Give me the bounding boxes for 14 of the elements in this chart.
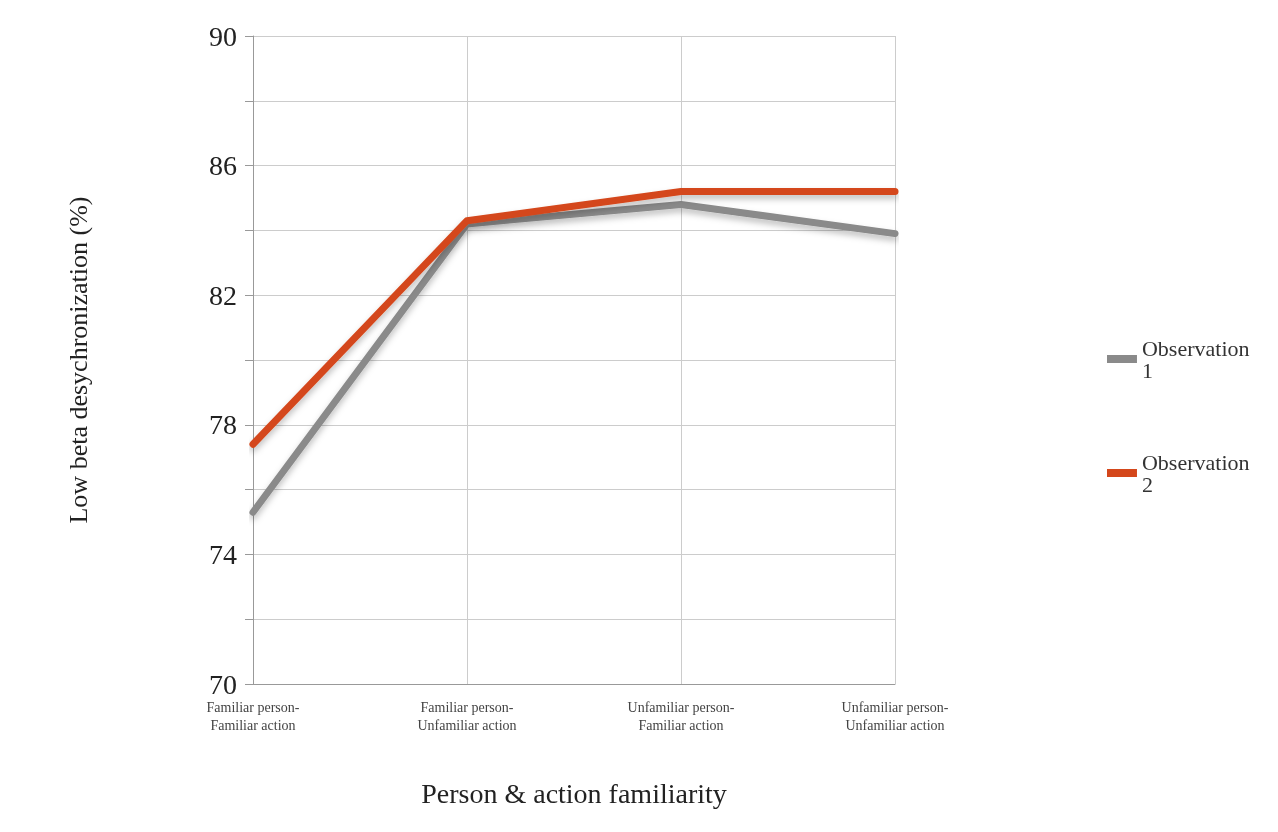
y-axis-title: Low beta desychronization (%) bbox=[63, 196, 93, 524]
y-tick-label: 90 bbox=[209, 20, 237, 52]
y-tick-label: 70 bbox=[209, 668, 237, 700]
legend-label: Observation 2 bbox=[1141, 449, 1255, 497]
x-tick-label: Unfamiliar person-Familiar action bbox=[627, 699, 735, 733]
y-tick-label: 78 bbox=[209, 409, 237, 441]
x-tick-label: Familiar person-Unfamiliar action bbox=[417, 699, 517, 733]
x-tick-label: Unfamiliar person-Unfamiliar action bbox=[841, 699, 949, 733]
legend-label: Observation 1 bbox=[1141, 335, 1255, 383]
y-tick-label: 74 bbox=[209, 538, 237, 570]
x-tick-label: Familiar person-Familiar action bbox=[206, 699, 300, 733]
y-tick-label: 82 bbox=[209, 279, 237, 311]
y-tick-label: 86 bbox=[209, 150, 237, 182]
x-axis-title: Person & action familiarity bbox=[421, 777, 727, 809]
